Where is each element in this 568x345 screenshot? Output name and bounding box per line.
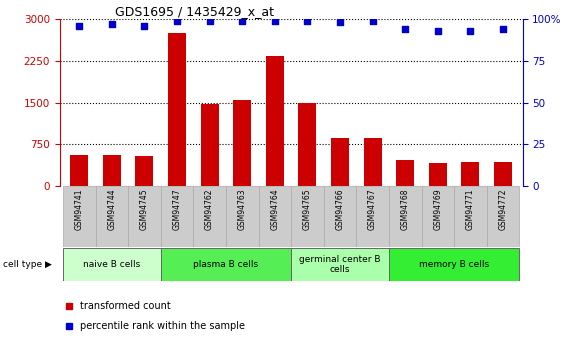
Text: percentile rank within the sample: percentile rank within the sample	[81, 321, 245, 331]
Text: germinal center B
cells: germinal center B cells	[299, 255, 381, 275]
Text: GSM94772: GSM94772	[499, 188, 507, 230]
Bar	[331, 138, 349, 186]
Bar	[168, 33, 186, 186]
Point	[74, 23, 83, 28]
Bar	[364, 138, 382, 186]
Point	[400, 26, 410, 32]
Text: GSM94769: GSM94769	[433, 188, 442, 230]
Bar	[494, 162, 512, 186]
Point	[433, 28, 442, 33]
Text: plasma B cells: plasma B cells	[193, 260, 258, 269]
Point	[499, 26, 508, 32]
Bar	[429, 163, 447, 186]
Bar	[226, 186, 258, 247]
Bar	[389, 248, 519, 281]
Text: naive B cells: naive B cells	[83, 260, 140, 269]
Bar	[421, 186, 454, 247]
Text: GSM94764: GSM94764	[270, 188, 279, 230]
Bar	[63, 248, 161, 281]
Point	[173, 18, 182, 23]
Text: GSM94741: GSM94741	[75, 188, 83, 230]
Text: GSM94765: GSM94765	[303, 188, 312, 230]
Text: GSM94744: GSM94744	[107, 188, 116, 230]
Bar	[233, 100, 251, 186]
Bar	[95, 186, 128, 247]
Point	[205, 18, 214, 23]
Text: GSM94763: GSM94763	[237, 188, 247, 230]
Bar	[266, 56, 284, 186]
Bar	[454, 186, 487, 247]
Point	[466, 28, 475, 33]
Bar	[298, 103, 316, 186]
Point	[336, 20, 345, 25]
Text: GSM94767: GSM94767	[368, 188, 377, 230]
Point	[368, 18, 377, 23]
Bar	[356, 186, 389, 247]
Point	[237, 18, 247, 23]
Bar	[135, 156, 153, 186]
Text: GDS1695 / 1435429_x_at: GDS1695 / 1435429_x_at	[115, 5, 274, 18]
Text: GSM94747: GSM94747	[173, 188, 182, 230]
Bar	[161, 186, 193, 247]
Bar	[103, 155, 121, 186]
Bar	[389, 186, 421, 247]
Bar	[461, 162, 479, 186]
Text: GSM94768: GSM94768	[400, 188, 410, 230]
Point	[140, 23, 149, 28]
Bar	[324, 186, 356, 247]
Point	[303, 18, 312, 23]
Point	[270, 18, 279, 23]
Bar	[291, 248, 389, 281]
Text: memory B cells: memory B cells	[419, 260, 489, 269]
Bar	[193, 186, 226, 247]
Point	[107, 21, 116, 27]
Bar	[63, 186, 95, 247]
Text: GSM94771: GSM94771	[466, 188, 475, 230]
Bar	[161, 248, 291, 281]
Bar	[396, 159, 414, 186]
Text: cell type ▶: cell type ▶	[3, 260, 52, 269]
Bar	[487, 186, 519, 247]
Text: GSM94762: GSM94762	[205, 188, 214, 230]
Bar	[291, 186, 324, 247]
Bar	[201, 104, 219, 186]
Text: GSM94745: GSM94745	[140, 188, 149, 230]
Bar	[258, 186, 291, 247]
Bar	[128, 186, 161, 247]
Text: GSM94766: GSM94766	[336, 188, 345, 230]
Bar	[70, 155, 88, 186]
Text: transformed count: transformed count	[81, 301, 171, 311]
